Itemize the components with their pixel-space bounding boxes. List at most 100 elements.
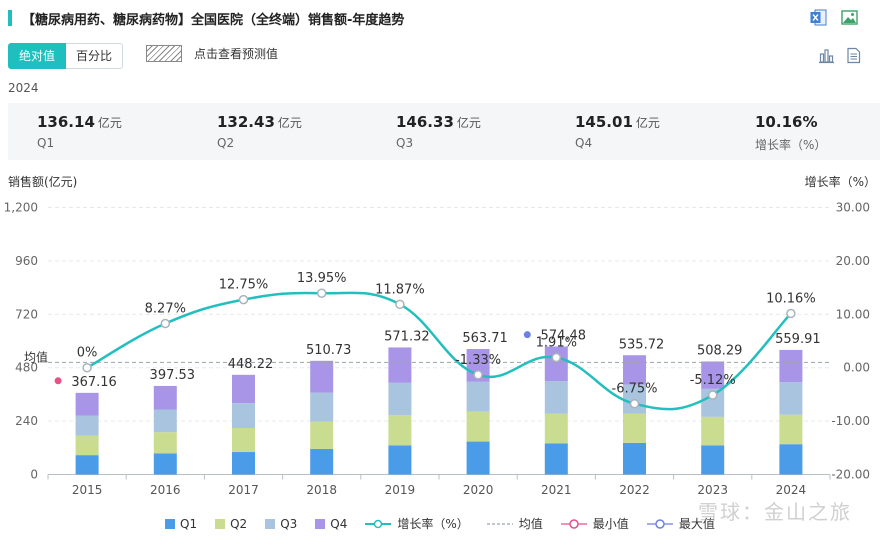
bar-q4-segment[interactable] [310, 360, 334, 393]
legend-label: Q1 [180, 516, 198, 531]
legend-item-q4[interactable]: Q4 [315, 517, 347, 531]
summary-label: Q2 [217, 136, 235, 150]
growth-point[interactable] [551, 352, 562, 363]
bar-q2-segment[interactable] [153, 432, 177, 454]
bar-q1-segment[interactable] [544, 443, 568, 475]
growth-point[interactable] [238, 294, 249, 305]
legend-item-q2[interactable]: Q2 [215, 517, 247, 531]
bar-q3-segment[interactable] [153, 409, 177, 433]
bar-q1-segment[interactable] [232, 452, 255, 475]
bar-q3-segment[interactable] [544, 381, 568, 414]
bar-q4-segment[interactable] [544, 346, 568, 382]
growth-point[interactable] [82, 362, 92, 373]
bar-q2-segment[interactable] [75, 435, 99, 456]
growth-point[interactable] [395, 299, 405, 310]
bar-q4-segment[interactable] [388, 347, 412, 383]
legend-item-max[interactable]: 最大值 [646, 515, 715, 532]
tab-percentage[interactable]: 百分比 [66, 43, 124, 69]
bar-q1-segment[interactable] [779, 444, 803, 475]
year-label: 2024 [8, 81, 39, 95]
bar-q3-segment[interactable] [779, 382, 803, 415]
tab-absolute[interactable]: 绝对值 [8, 43, 67, 69]
growth-point[interactable] [629, 398, 640, 409]
bar-total-label: 510.73 [306, 343, 352, 358]
bar-total-label: 535.72 [619, 337, 665, 352]
bar-q1-segment[interactable] [466, 441, 490, 475]
title-row: 【糖尿病用药、糖尿病药物】全国医院（全终端）销售额-年度趋势 [8, 8, 404, 28]
summary-value: 132.43 [217, 113, 275, 131]
summary-panel: 136.14 亿元 Q1 132.43 亿元 Q2 146.33 亿元 Q3 145.… [8, 103, 880, 160]
growth-label: 10.16% [766, 291, 816, 306]
x-tick-label: 2022 [619, 483, 650, 497]
bar-total-label: 563.71 [462, 331, 508, 346]
average-label: 均值 [24, 349, 48, 364]
bar-q4-segment[interactable] [779, 349, 803, 383]
bar-q3-segment[interactable] [701, 388, 725, 417]
legend-item-avg[interactable]: 均值 [486, 515, 543, 532]
bar-total-label: 559.91 [775, 332, 821, 347]
legend-item-q1[interactable]: Q1 [165, 517, 197, 531]
growth-label: 13.95% [297, 271, 347, 286]
bar-q1-segment[interactable] [388, 445, 412, 475]
growth-point[interactable] [160, 318, 171, 329]
bar-total-label: 397.53 [150, 368, 196, 383]
bar-q4-segment[interactable] [232, 374, 255, 404]
legend-item-growth[interactable]: 增长率（%） [365, 515, 469, 532]
summary-value: 146.33 [396, 113, 454, 131]
bar-total-label: 367.16 [71, 375, 117, 390]
bar-q4-segment[interactable] [623, 355, 646, 385]
growth-point[interactable] [707, 390, 718, 400]
summary-value: 145.01 [575, 113, 633, 131]
x-tick-label: 2018 [306, 483, 337, 497]
y-right-tick-label: -10.00 [831, 414, 870, 428]
summary-value: 136.14 [37, 113, 95, 131]
bar-q4-segment[interactable] [153, 385, 177, 410]
bar-q2-segment[interactable] [466, 411, 490, 442]
bar-q3-segment[interactable] [310, 392, 334, 422]
bar-q2-segment[interactable] [544, 413, 568, 444]
bar-q4-segment[interactable] [701, 361, 725, 389]
growth-point[interactable] [473, 370, 483, 380]
bar-chart-view-icon[interactable] [818, 47, 835, 64]
growth-label: 12.75% [219, 278, 269, 293]
bar-q2-segment[interactable] [701, 416, 725, 446]
bar-q1-segment[interactable] [153, 453, 177, 475]
growth-label: -1.33% [455, 353, 501, 368]
summary-unit: 亿元 [456, 116, 481, 130]
bar-q1-segment[interactable] [75, 455, 99, 475]
bar-q2-segment[interactable] [623, 413, 646, 443]
bar-q2-segment[interactable] [779, 414, 803, 445]
bar-q1-segment[interactable] [701, 445, 725, 475]
chart-legend: Q1 Q2 Q3 Q4 增长率（%） 均值 最小值 最大值 [165, 515, 733, 532]
legend-growth-line-icon [365, 519, 392, 528]
bar-q4-segment[interactable] [75, 392, 99, 416]
bar-q3-segment[interactable] [388, 382, 412, 416]
image-export-icon[interactable] [841, 9, 858, 26]
bar-q1-segment[interactable] [310, 448, 334, 475]
excel-export-icon[interactable] [810, 9, 827, 26]
legend-item-q3[interactable]: Q3 [265, 517, 297, 531]
title-accent-bar [8, 10, 12, 26]
forecast-toggle[interactable]: 点击查看预测值 [146, 45, 278, 62]
bar-total-label: 574.48 [541, 329, 587, 344]
growth-point[interactable] [786, 308, 796, 319]
bar-q3-segment[interactable] [232, 403, 255, 428]
y-right-tick-label: 10.00 [836, 307, 870, 321]
table-view-icon[interactable] [845, 47, 862, 64]
bar-q3-segment[interactable] [466, 381, 490, 412]
legend-item-min[interactable]: 最小值 [560, 515, 629, 532]
bar-q2-segment[interactable] [310, 421, 334, 449]
legend-swatch [215, 518, 226, 529]
bar-q1-segment[interactable] [623, 442, 646, 475]
bar-total-label: 508.29 [697, 343, 743, 358]
y-left-tick-label: 1,200 [4, 201, 38, 215]
growth-label: -5.12% [690, 373, 736, 388]
x-tick-label: 2017 [228, 483, 259, 497]
bar-q2-segment[interactable] [232, 427, 255, 453]
growth-point[interactable] [316, 288, 327, 298]
summary-label: Q4 [575, 136, 593, 150]
bar-q3-segment[interactable] [75, 415, 99, 436]
bar-q2-segment[interactable] [388, 415, 412, 446]
summary-growth: 10.16% 增长率（%） [755, 112, 826, 153]
growth-label: 0% [77, 346, 98, 361]
